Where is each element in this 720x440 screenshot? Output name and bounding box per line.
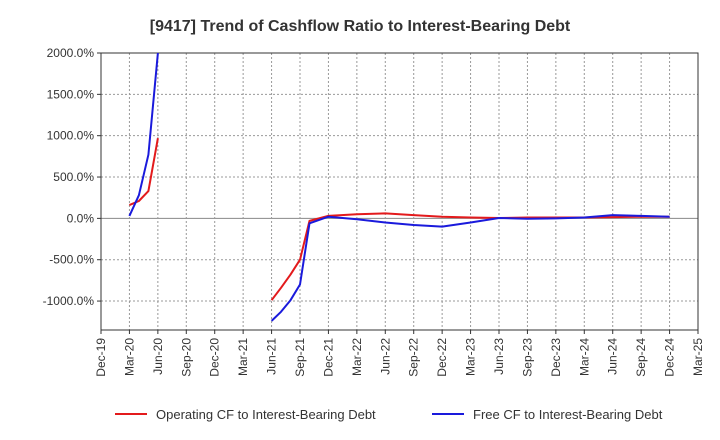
x-tick-label: Dec-22 <box>435 338 449 377</box>
x-tick-label: Sep-23 <box>520 338 534 377</box>
x-tick-label: Dec-19 <box>94 338 108 377</box>
y-tick-label: 1000.0% <box>47 129 95 143</box>
x-tick-label: Jun-21 <box>265 338 279 375</box>
x-tick-label: Dec-20 <box>208 338 222 377</box>
y-tick-label: 2000.0% <box>47 46 95 60</box>
x-tick-label: Dec-21 <box>321 338 335 377</box>
legend: Operating CF to Interest-Bearing Debt Fre… <box>115 407 663 422</box>
y-tick-label: 500.0% <box>53 170 94 184</box>
x-tick-label: Sep-20 <box>179 338 193 377</box>
legend-label-2: Free CF to Interest-Bearing Debt <box>473 407 663 422</box>
x-tick-label: Jun-20 <box>151 338 165 375</box>
y-axis-ticks: 2000.0% 1500.0% 1000.0% 500.0% 0.0% -500.0% -1… <box>43 46 101 308</box>
x-tick-label: Mar-20 <box>122 338 136 376</box>
x-tick-label: Jun-23 <box>492 338 506 375</box>
x-tick-label: Sep-21 <box>293 338 307 377</box>
x-tick-label: Mar-22 <box>350 338 364 376</box>
y-tick-label: -1000.0% <box>43 294 95 308</box>
x-tick-label: Sep-24 <box>634 338 648 377</box>
y-tick-label: -500.0% <box>49 253 94 267</box>
legend-label-1: Operating CF to Interest-Bearing Debt <box>156 407 376 422</box>
series-line-2 <box>270 214 670 322</box>
x-tick-label: Sep-22 <box>407 338 421 377</box>
plot-frame <box>100 52 699 331</box>
chart-title: [9417] Trend of Cashflow Ratio to Intere… <box>150 18 571 35</box>
x-tick-label: Jun-24 <box>606 338 620 375</box>
x-tick-label: Mar-21 <box>236 338 250 376</box>
x-tick-label: Mar-24 <box>577 338 591 376</box>
series-lines <box>128 52 670 322</box>
series-line-2 <box>128 52 159 217</box>
x-tick-label: Mar-25 <box>691 338 705 376</box>
y-tick-label: 0.0% <box>67 211 95 225</box>
y-tick-label: 1500.0% <box>47 87 95 101</box>
x-tick-label: Dec-24 <box>663 338 677 377</box>
x-tick-label: Jun-22 <box>378 338 392 375</box>
gridlines <box>100 52 699 330</box>
x-tick-label: Dec-23 <box>549 338 563 377</box>
x-axis-ticks: Dec-19 Mar-20 Jun-20 Sep-20 Dec-20 Mar-21 Jun-… <box>94 330 705 377</box>
x-tick-label: Mar-23 <box>464 338 478 376</box>
series-line-1 <box>129 138 159 207</box>
